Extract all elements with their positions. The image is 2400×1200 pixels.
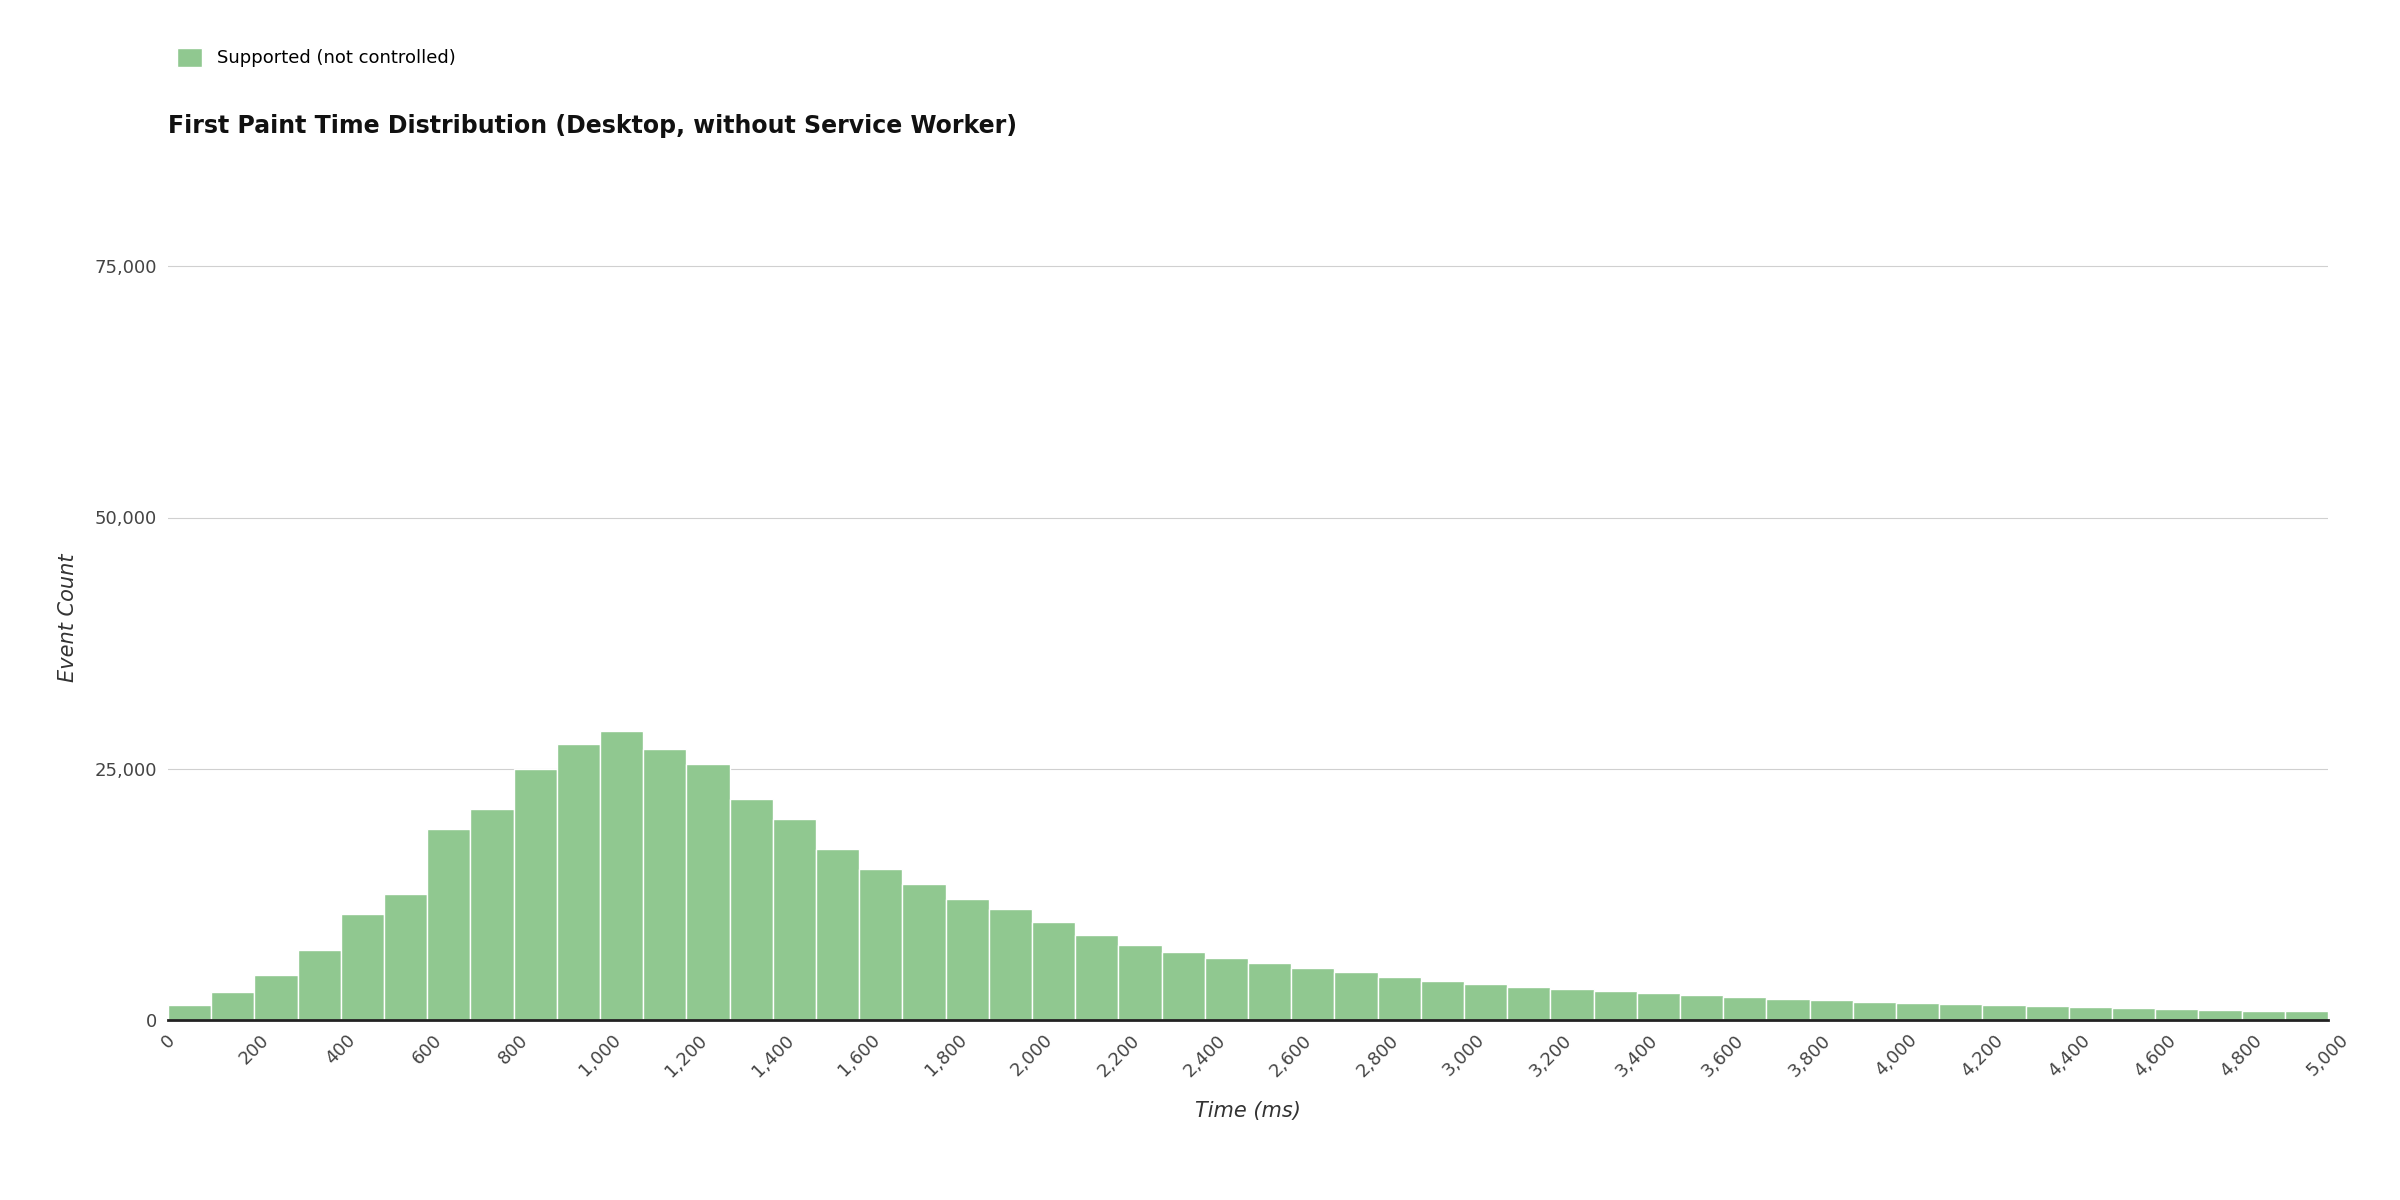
Bar	[643, 749, 686, 1020]
Bar	[1939, 1004, 1982, 1020]
Bar	[902, 884, 946, 1020]
Bar	[2112, 1008, 2155, 1020]
Bar	[1637, 992, 1680, 1020]
Bar	[946, 900, 989, 1020]
Bar	[1378, 977, 1421, 1020]
Bar	[341, 914, 384, 1020]
Bar	[2155, 1009, 2198, 1020]
Bar	[773, 818, 816, 1020]
Legend: Supported (not controlled): Supported (not controlled)	[178, 48, 456, 67]
Bar	[2242, 1010, 2285, 1020]
Bar	[1896, 1003, 1939, 1020]
Bar	[557, 744, 600, 1020]
Y-axis label: Event Count: Event Count	[58, 553, 77, 683]
Bar	[1594, 991, 1637, 1020]
Bar	[1334, 972, 1378, 1020]
Bar	[168, 1004, 211, 1020]
Bar	[1162, 952, 1205, 1020]
Bar	[2285, 1012, 2328, 1020]
Text: First Paint Time Distribution (Desktop, without Service Worker): First Paint Time Distribution (Desktop, …	[168, 114, 1018, 138]
Bar	[686, 763, 730, 1020]
Bar	[730, 799, 773, 1020]
Bar	[1248, 962, 1291, 1020]
Bar	[2069, 1007, 2112, 1020]
Bar	[2026, 1006, 2069, 1020]
Bar	[1205, 958, 1248, 1020]
Bar	[254, 974, 298, 1020]
Bar	[1982, 1004, 2026, 1020]
Bar	[1075, 935, 1118, 1020]
Bar	[859, 869, 902, 1020]
Bar	[2198, 1010, 2242, 1020]
Bar	[1032, 922, 1075, 1020]
Bar	[1810, 1001, 1853, 1020]
Bar	[1723, 997, 1766, 1020]
Bar	[1680, 995, 1723, 1020]
Bar	[211, 992, 254, 1020]
Bar	[298, 949, 341, 1020]
Bar	[514, 769, 557, 1020]
Bar	[816, 850, 859, 1020]
Bar	[1550, 989, 1594, 1020]
X-axis label: Time (ms): Time (ms)	[1195, 1100, 1301, 1121]
Bar	[1853, 1002, 1896, 1020]
Bar	[989, 910, 1032, 1020]
Bar	[427, 829, 470, 1020]
Bar	[1291, 967, 1334, 1020]
Bar	[1421, 980, 1464, 1020]
Bar	[1118, 944, 1162, 1020]
Bar	[1766, 998, 1810, 1020]
Bar	[1464, 984, 1507, 1020]
Bar	[600, 731, 643, 1020]
Bar	[1507, 986, 1550, 1020]
Bar	[470, 809, 514, 1020]
Bar	[384, 894, 427, 1020]
